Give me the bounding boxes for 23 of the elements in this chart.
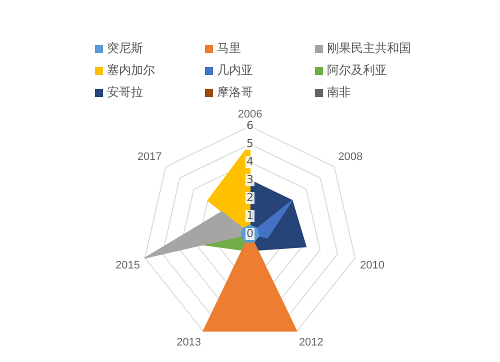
- spoke-label: 2013: [176, 336, 202, 348]
- spoke-label: 2012: [298, 336, 324, 348]
- legend-label: 南非: [327, 84, 351, 101]
- y-tick-label: 2: [246, 190, 254, 204]
- spoke-label: 2015: [116, 260, 140, 272]
- spoke-label: 2008: [338, 151, 363, 164]
- legend-label: 马里: [217, 40, 241, 57]
- legend-label: 安哥拉: [107, 84, 143, 101]
- spoke-label: 2010: [360, 260, 384, 272]
- legend-label: 刚果民主共和国: [327, 40, 411, 57]
- legend-label: 塞内加尔: [107, 62, 155, 79]
- y-tick-label: 1: [246, 208, 254, 222]
- legend-label: 阿尔及利亚: [327, 62, 387, 79]
- spoke-label: 2006: [238, 108, 262, 121]
- y-tick-label: 3: [246, 172, 254, 186]
- y-tick-label: 6: [246, 119, 254, 132]
- y-tick-label: 4: [246, 154, 254, 168]
- legend-label: 摩洛哥: [217, 84, 253, 101]
- legend-label: 几内亚: [217, 62, 253, 79]
- y-tick-label: 5: [246, 137, 254, 150]
- y-tick-label: 0: [246, 226, 254, 240]
- spoke-label: 2017: [137, 151, 162, 164]
- legend-label: 突尼斯: [107, 40, 143, 57]
